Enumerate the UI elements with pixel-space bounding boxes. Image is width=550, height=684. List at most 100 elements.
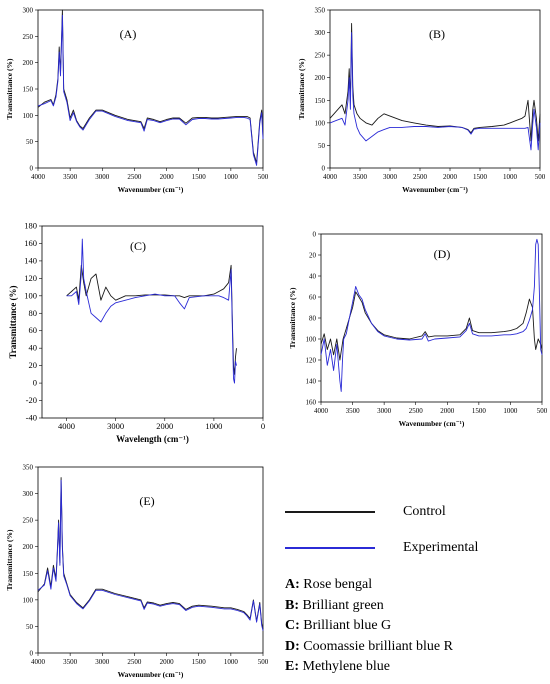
y-tick-label: 350 [315,7,326,15]
legend-control-swatch [285,511,375,513]
y-tick-label: 300 [315,29,326,37]
x-tick-label: 2500 [127,173,142,181]
dye-item-d: D: Coomassie brilliant blue R [285,638,453,654]
dye-key: A: Rose bengal B: Brilliant green C: Bri… [285,575,453,678]
x-tick-label: 4000 [314,407,329,415]
y-tick-label: 100 [23,112,34,120]
panel-title: (E) [139,494,154,508]
series-line-experimental [37,14,264,166]
y-tick-label: 80 [29,308,38,318]
y-tick-label: 100 [23,596,34,604]
y-tick-label: 80 [309,315,317,323]
y-tick-label: 40 [29,343,38,353]
y-axis-label: Transmittance (%) [288,287,297,348]
dye-item-b: B: Brilliant green [285,597,384,613]
y-tick-label: 100 [24,290,37,300]
series-line-experimental [320,238,543,392]
x-tick-label: 1500 [472,407,487,415]
plot-frame [37,9,264,169]
x-tick-label: 0 [261,421,265,431]
y-tick-label: 150 [23,86,34,94]
series-line-control [329,23,541,142]
x-tick-label: 500 [258,658,269,666]
y-tick-label: 50 [26,623,34,631]
dye-item-c: C: Brilliant blue G [285,618,392,633]
x-tick-label: 4000 [58,421,75,431]
x-tick-label: 2500 [409,407,424,415]
x-tick-label: 1000 [224,658,239,666]
panel-title: (C) [130,239,146,253]
y-tick-label: 120 [306,357,317,365]
y-tick-label: -40 [26,413,37,423]
plot-frame [320,233,543,403]
y-tick-label: 100 [315,119,326,127]
x-tick-label: 2000 [160,658,175,666]
x-tick-label: 500 [535,173,546,181]
y-tick-label: 350 [23,464,34,472]
y-tick-label: 20 [309,252,317,260]
panel-title: (A) [120,27,137,41]
y-tick-label: 0 [30,165,34,173]
x-tick-label: 1500 [192,658,207,666]
plot-frame [37,466,264,654]
x-tick-label: 4000 [31,658,46,666]
series-line-control [37,9,264,164]
series-line-experimental [37,479,264,631]
x-tick-label: 3000 [95,173,110,181]
y-axis-label: Transmittance (%) [8,285,18,358]
x-tick-label: 1000 [503,407,518,415]
y-tick-label: 180 [24,221,37,231]
x-axis-label: Wavenumber (cm⁻¹) [399,419,465,428]
y-tick-label: 0 [33,378,37,388]
plot-frame [41,225,264,419]
x-tick-label: 1000 [205,421,222,431]
y-tick-label: 150 [23,570,34,578]
x-axis-label: Wavelength (cm⁻¹) [116,434,189,444]
x-tick-label: 3500 [63,658,78,666]
x-tick-label: 4000 [323,173,338,181]
x-tick-label: 3500 [63,173,78,181]
x-axis-label: Wavenumber (cm⁻¹) [402,185,468,194]
x-tick-label: 1000 [224,173,239,181]
x-tick-label: 2000 [440,407,455,415]
y-tick-label: 140 [306,378,317,386]
x-tick-label: 3000 [383,173,398,181]
x-tick-label: 3500 [353,173,368,181]
y-tick-label: 50 [318,142,326,150]
x-tick-label: 500 [258,173,269,181]
y-tick-label: 300 [23,7,34,15]
legend-control-label: Control [403,504,446,519]
legend: Control Experimental [285,500,535,570]
x-tick-label: 3000 [377,407,392,415]
dye-item-a: A: Rose bengal [285,577,373,592]
y-tick-label: 200 [23,543,34,551]
legend-experimental: Experimental [285,540,478,556]
y-tick-label: 150 [315,97,326,105]
y-tick-label: 160 [306,399,317,407]
x-tick-label: 3000 [107,421,124,431]
y-axis-label: Transmittance (%) [5,529,14,590]
series-line-control [66,264,237,375]
y-tick-label: 50 [26,138,34,146]
y-axis-label: Transmittance (%) [297,58,306,119]
legend-control: Control [285,504,446,520]
x-tick-label: 3000 [95,658,110,666]
y-tick-label: 0 [313,231,317,239]
x-tick-label: 500 [537,407,548,415]
x-tick-label: 1500 [192,173,207,181]
y-tick-label: 250 [23,517,34,525]
x-tick-label: 2500 [413,173,428,181]
y-tick-label: 0 [30,650,34,658]
chart-b: 0 50 100 150 200 250 300 350 4000 3500 3000 2500 200… [297,7,546,195]
series-line-experimental [66,238,237,384]
y-tick-label: -20 [26,395,37,405]
dye-item-e: E: Methylene blue [285,659,390,674]
y-tick-label: 300 [23,490,34,498]
chart-e: 0 50 100 150 200 250 300 350 4000 3500 3000 2500 200… [5,464,269,680]
x-tick-label: 1500 [473,173,488,181]
y-tick-label: 160 [24,238,37,248]
y-tick-label: 100 [306,336,317,344]
y-tick-label: 200 [23,59,34,67]
chart-a: 0 50 100 150 200 250 300 4000 3500 3000 2500 2000 15… [5,7,269,195]
y-tick-label: 0 [322,165,326,173]
